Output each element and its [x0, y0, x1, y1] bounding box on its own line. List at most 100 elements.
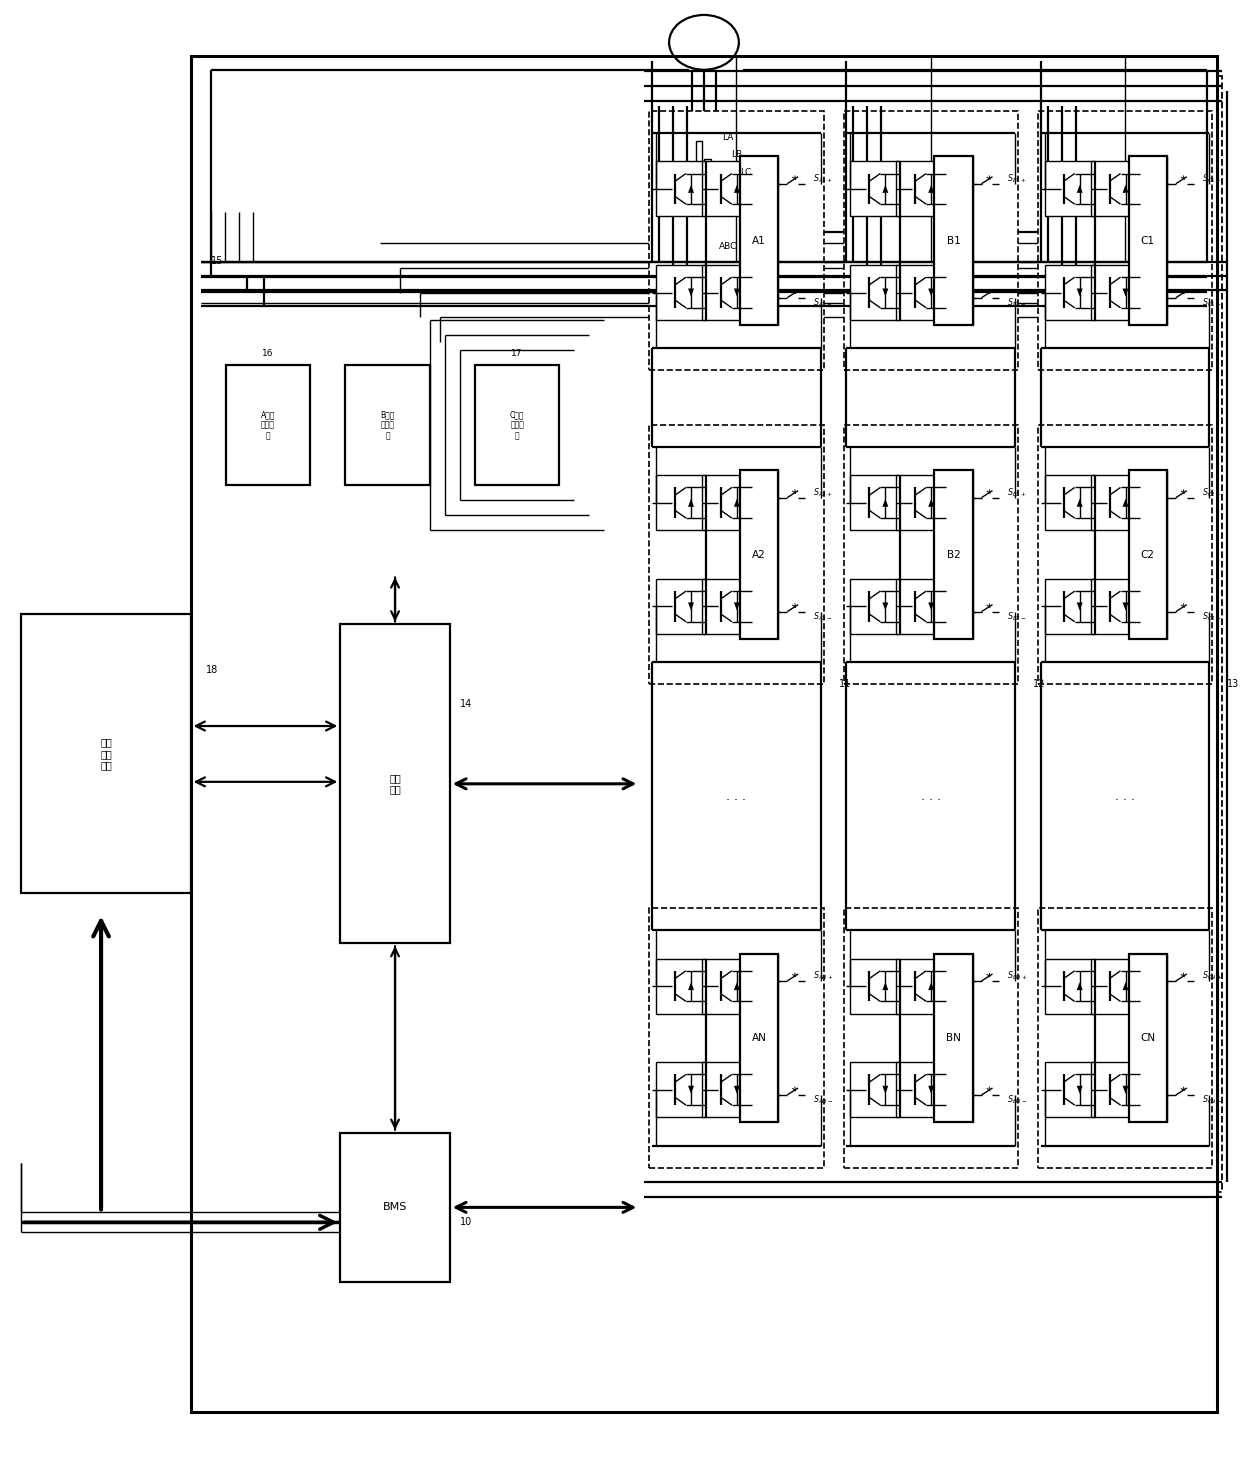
Bar — [656, 161, 706, 217]
Text: LB: LB — [730, 151, 742, 160]
Bar — [656, 580, 706, 634]
Polygon shape — [1076, 1086, 1083, 1094]
Polygon shape — [929, 603, 934, 610]
Bar — [897, 1063, 946, 1117]
Polygon shape — [1122, 603, 1128, 610]
Bar — [702, 265, 751, 321]
Bar — [1033, 76, 1223, 1192]
Polygon shape — [1076, 288, 1083, 297]
Text: 17: 17 — [511, 348, 523, 357]
Bar — [1128, 953, 1167, 1123]
Bar — [21, 615, 191, 893]
Text: $S_{BN+}$: $S_{BN+}$ — [1007, 969, 1028, 982]
Text: 14: 14 — [460, 700, 472, 709]
Bar — [1091, 580, 1141, 634]
Polygon shape — [929, 982, 934, 990]
Polygon shape — [734, 1086, 740, 1094]
Bar — [713, 177, 720, 199]
Text: LA: LA — [722, 133, 733, 142]
Text: $S_{C2-}$: $S_{C2-}$ — [1202, 610, 1221, 622]
Bar — [702, 959, 751, 1013]
Text: BN: BN — [946, 1034, 961, 1042]
Bar — [1045, 1063, 1095, 1117]
Bar — [650, 908, 823, 1167]
Text: $S_{B2-}$: $S_{B2-}$ — [1007, 610, 1027, 622]
Text: $S_{B1+}$: $S_{B1+}$ — [1007, 173, 1027, 184]
Bar — [897, 476, 946, 530]
Bar — [650, 425, 823, 684]
Bar — [1091, 265, 1141, 321]
Text: $S_{AN+}$: $S_{AN+}$ — [813, 969, 833, 982]
Polygon shape — [929, 1086, 934, 1094]
Text: 能量
管理
系统: 能量 管理 系统 — [100, 738, 112, 770]
Polygon shape — [734, 288, 740, 297]
Text: $S_{A2+}$: $S_{A2+}$ — [813, 486, 833, 499]
Text: LC: LC — [740, 168, 751, 177]
Text: B2: B2 — [946, 549, 960, 559]
Text: 16: 16 — [262, 348, 274, 357]
Bar — [897, 161, 946, 217]
Bar — [740, 470, 779, 638]
Text: $S_{AN-}$: $S_{AN-}$ — [813, 1094, 833, 1107]
Text: 11: 11 — [838, 679, 851, 690]
Polygon shape — [1122, 1086, 1128, 1094]
Bar — [1045, 580, 1095, 634]
Polygon shape — [883, 499, 888, 507]
Polygon shape — [883, 982, 888, 990]
Polygon shape — [1122, 184, 1128, 193]
Bar — [702, 476, 751, 530]
Text: C相维
护控制
器: C相维 护控制 器 — [510, 410, 525, 441]
Polygon shape — [688, 499, 694, 507]
Polygon shape — [1076, 982, 1083, 990]
Polygon shape — [1122, 288, 1128, 297]
Text: B相维
护控制
器: B相维 护控制 器 — [381, 410, 394, 441]
Text: A1: A1 — [753, 236, 766, 246]
Bar — [1091, 476, 1141, 530]
Polygon shape — [688, 184, 694, 193]
Polygon shape — [883, 603, 888, 610]
Polygon shape — [1122, 982, 1128, 990]
Polygon shape — [734, 982, 740, 990]
Bar — [843, 908, 1018, 1167]
Text: $S_{B2+}$: $S_{B2+}$ — [1007, 486, 1027, 499]
Bar — [843, 111, 1018, 370]
Polygon shape — [1076, 499, 1083, 507]
Bar — [851, 161, 900, 217]
Text: $S_{CN+}$: $S_{CN+}$ — [1202, 969, 1223, 982]
Bar — [851, 580, 900, 634]
Text: $S_{C2+}$: $S_{C2+}$ — [1202, 486, 1221, 499]
Bar — [897, 265, 946, 321]
Bar — [934, 157, 972, 325]
Bar — [851, 1063, 900, 1117]
Polygon shape — [1076, 184, 1083, 193]
Bar — [650, 111, 823, 370]
Text: $S_{A1+}$: $S_{A1+}$ — [813, 173, 833, 184]
Bar — [1038, 111, 1213, 370]
Polygon shape — [734, 499, 740, 507]
Bar — [702, 580, 751, 634]
Bar — [1091, 959, 1141, 1013]
Bar — [656, 959, 706, 1013]
Bar — [851, 476, 900, 530]
Text: 12: 12 — [1033, 679, 1045, 690]
Bar — [740, 157, 779, 325]
Text: B1: B1 — [946, 236, 960, 246]
Text: $S_{BN-}$: $S_{BN-}$ — [1007, 1094, 1028, 1107]
Bar — [740, 953, 779, 1123]
Bar — [702, 161, 751, 217]
Polygon shape — [688, 1086, 694, 1094]
Polygon shape — [688, 982, 694, 990]
Bar — [656, 476, 706, 530]
Bar — [1128, 470, 1167, 638]
Bar — [1045, 265, 1095, 321]
Text: $S_{B1-}$: $S_{B1-}$ — [1007, 296, 1027, 309]
Bar — [1045, 476, 1095, 530]
Text: CN: CN — [1140, 1034, 1156, 1042]
Bar — [1038, 425, 1213, 684]
Text: 13: 13 — [1228, 679, 1240, 690]
Text: $S_{C1+}$: $S_{C1+}$ — [1202, 173, 1221, 184]
Bar — [656, 1063, 706, 1117]
Text: $S_{A1-}$: $S_{A1-}$ — [813, 296, 833, 309]
Polygon shape — [1076, 603, 1083, 610]
Text: A2: A2 — [753, 549, 766, 559]
